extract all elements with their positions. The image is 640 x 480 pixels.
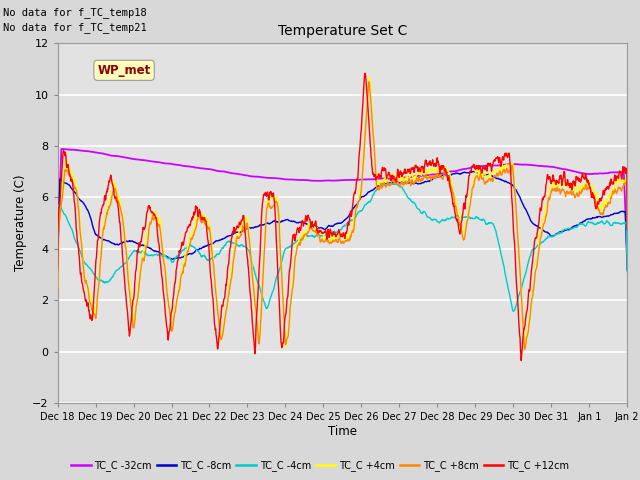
X-axis label: Time: Time bbox=[328, 425, 357, 438]
Text: WP_met: WP_met bbox=[97, 64, 151, 77]
Y-axis label: Temperature (C): Temperature (C) bbox=[13, 175, 26, 272]
Text: No data for f_TC_temp18: No data for f_TC_temp18 bbox=[3, 7, 147, 18]
Text: No data for f_TC_temp21: No data for f_TC_temp21 bbox=[3, 22, 147, 33]
Title: Temperature Set C: Temperature Set C bbox=[278, 24, 407, 38]
Legend: TC_C -32cm, TC_C -8cm, TC_C -4cm, TC_C +4cm, TC_C +8cm, TC_C +12cm: TC_C -32cm, TC_C -8cm, TC_C -4cm, TC_C +… bbox=[67, 456, 573, 475]
